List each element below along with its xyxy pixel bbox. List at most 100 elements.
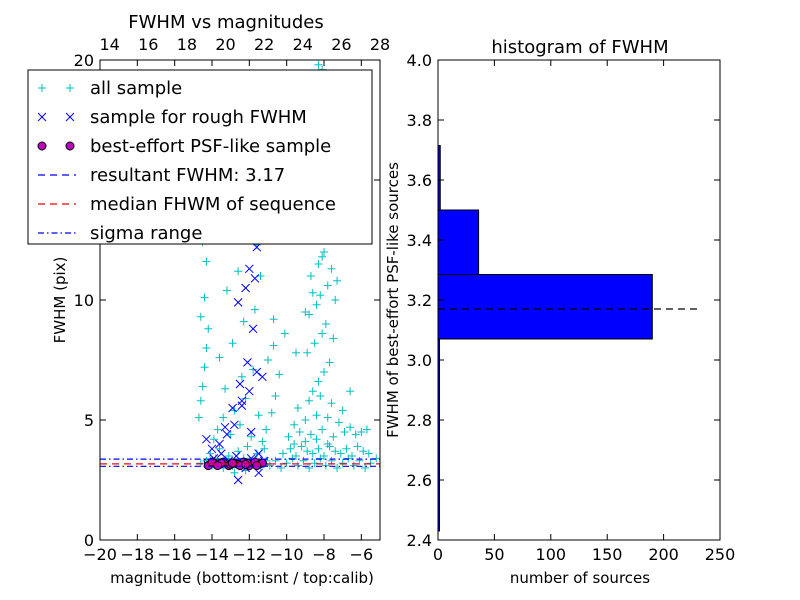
point-0-82	[306, 430, 315, 439]
x-tick-label-1: −18	[120, 545, 154, 564]
legend-entry-all-sample: all sample	[90, 78, 182, 99]
point-0-30	[237, 372, 246, 381]
point-0-43	[282, 459, 291, 468]
point-0-104	[303, 348, 312, 357]
point-1-17	[220, 422, 230, 432]
top-x-tick-label-0: 14	[99, 35, 119, 54]
point-0-37	[234, 267, 243, 276]
point-0-50	[321, 461, 330, 470]
point-0-52	[333, 464, 342, 472]
point-1-4-b	[231, 451, 241, 461]
point-0-28	[254, 411, 263, 420]
point-0-87	[362, 425, 371, 434]
point-0-21	[213, 425, 222, 434]
point-0-56	[355, 456, 364, 465]
point-0-93	[346, 423, 355, 432]
point-1-19-b	[235, 379, 245, 389]
point-0-34	[239, 317, 248, 326]
point-0-161	[196, 396, 205, 405]
scatter-legend: all sample sample for rough FWHM best-ef…	[27, 69, 373, 245]
legend-entry-rough-sample: sample for rough FWHM	[90, 107, 307, 128]
point-0-154	[301, 308, 310, 316]
point-0-42	[277, 464, 286, 472]
point-0-75	[364, 449, 373, 458]
point-0-74	[359, 447, 368, 456]
point-0-61	[286, 444, 295, 453]
point-0-77	[301, 437, 310, 446]
point-0-67	[320, 452, 328, 460]
point-0-90	[312, 411, 321, 420]
point-0-94	[357, 428, 366, 436]
point-0-92	[334, 418, 343, 427]
hist-y-tick-label-4: 3.2	[407, 291, 432, 310]
point-0-48	[310, 459, 319, 468]
scatter-x-axis-label: magnitude (bottom:isnt / top:calib)	[110, 569, 374, 587]
point-1-0-b	[202, 434, 211, 444]
point-0-31	[249, 365, 258, 374]
point-1-30	[254, 468, 264, 478]
point-0-178	[230, 468, 239, 477]
point-1-12	[230, 420, 239, 430]
point-0-83	[318, 425, 327, 434]
x-tick-label-0: −20	[83, 545, 117, 564]
hist-y-tick-label-0: 2.4	[407, 531, 432, 550]
point-1-11	[222, 430, 232, 439]
legend-box	[27, 69, 373, 245]
point-1-15-b	[252, 367, 262, 377]
point-0-36	[222, 286, 231, 295]
point-0-117	[327, 264, 336, 273]
point-0-80	[284, 432, 293, 441]
point-1-2	[216, 449, 226, 458]
point-0-163	[200, 363, 209, 372]
legend-marker-1-a	[37, 112, 47, 122]
point-1-23-b	[241, 283, 250, 293]
point-1-2-b	[216, 449, 226, 458]
point-1-26-b	[252, 242, 262, 252]
point-1-14-b	[244, 386, 254, 396]
point-0-27	[247, 432, 256, 441]
point-0-88	[290, 420, 299, 429]
point-1-10-b	[215, 439, 224, 449]
point-1-12-b	[230, 420, 239, 430]
hist-y-tick-label-7: 3.8	[407, 111, 432, 130]
point-2-21	[252, 461, 262, 471]
point-1-24	[250, 274, 260, 283]
point-1-27	[237, 396, 247, 406]
point-1-18-b	[228, 403, 237, 413]
point-0-86	[351, 430, 360, 439]
point-1-14	[244, 386, 254, 396]
hist-x-tick-label-4: 200	[648, 545, 679, 564]
point-0-65	[308, 449, 317, 458]
histogram-title: histogram of FWHM	[491, 37, 668, 58]
point-0-173	[271, 392, 280, 400]
top-x-tick-label-6: 26	[331, 35, 351, 54]
point-0-53	[338, 459, 347, 468]
point-0-119	[333, 276, 342, 285]
point-0-108	[329, 334, 338, 343]
point-1-27-b	[237, 396, 247, 406]
point-0-57	[361, 464, 370, 472]
scatter-ticks: −20 −18 −16 −14 −12 −10 −8 −6 14 16 18 20 22 24 26 28 0 5…	[74, 35, 391, 564]
point-1-26	[252, 242, 262, 252]
hist-y-tick-label-2: 2.8	[407, 411, 432, 430]
point-0-97	[316, 392, 325, 400]
point-0-175	[264, 356, 272, 364]
y-tick-label-0: 0	[84, 531, 94, 550]
point-0-17	[243, 442, 252, 451]
point-0-155	[308, 288, 317, 297]
histogram-plot-area	[437, 145, 698, 532]
point-0-112	[323, 281, 332, 290]
histogram-y-axis-label: FWHM of best-effort PSF-like sources	[384, 162, 402, 438]
hist-y-tick-label-8: 4.0	[407, 51, 432, 70]
point-1-10	[215, 439, 224, 449]
point-1-20	[243, 358, 252, 367]
point-0-45	[293, 461, 302, 470]
hist-y-tick-label-5: 3.4	[407, 231, 432, 250]
histogram-x-axis-label: number of sources	[510, 569, 650, 587]
legend-marker-2-a	[37, 141, 47, 151]
point-0-78	[312, 435, 321, 444]
point-0-111	[316, 291, 325, 300]
point-1-29-b	[233, 475, 243, 485]
point-0-89	[301, 416, 310, 424]
point-1-7-b	[254, 449, 264, 458]
